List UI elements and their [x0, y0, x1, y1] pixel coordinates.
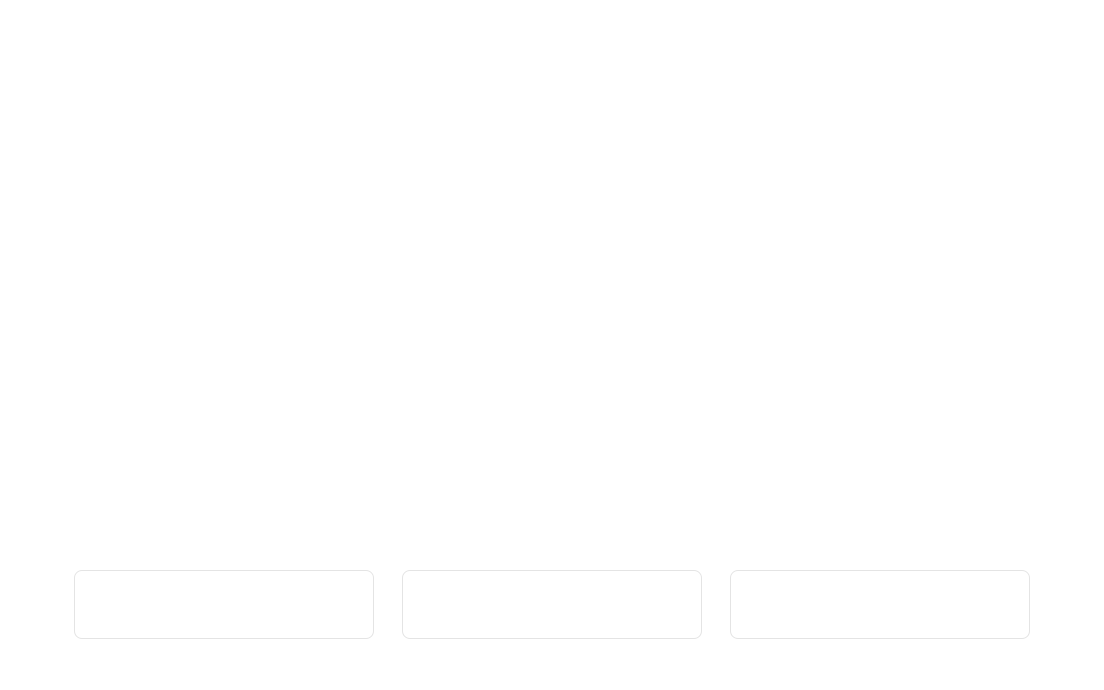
gauge-svg — [0, 0, 1104, 560]
legend-dot-min — [214, 592, 224, 602]
legend-card-avg — [402, 570, 702, 639]
gauge-chart — [0, 0, 1104, 560]
legend-dot-max — [870, 592, 880, 602]
legend-row — [0, 570, 1104, 639]
legend-title-max — [870, 592, 890, 602]
legend-card-max — [730, 570, 1030, 639]
legend-dot-avg — [542, 592, 552, 602]
legend-title-avg — [542, 592, 562, 602]
legend-title-min — [214, 592, 234, 602]
legend-card-min — [74, 570, 374, 639]
